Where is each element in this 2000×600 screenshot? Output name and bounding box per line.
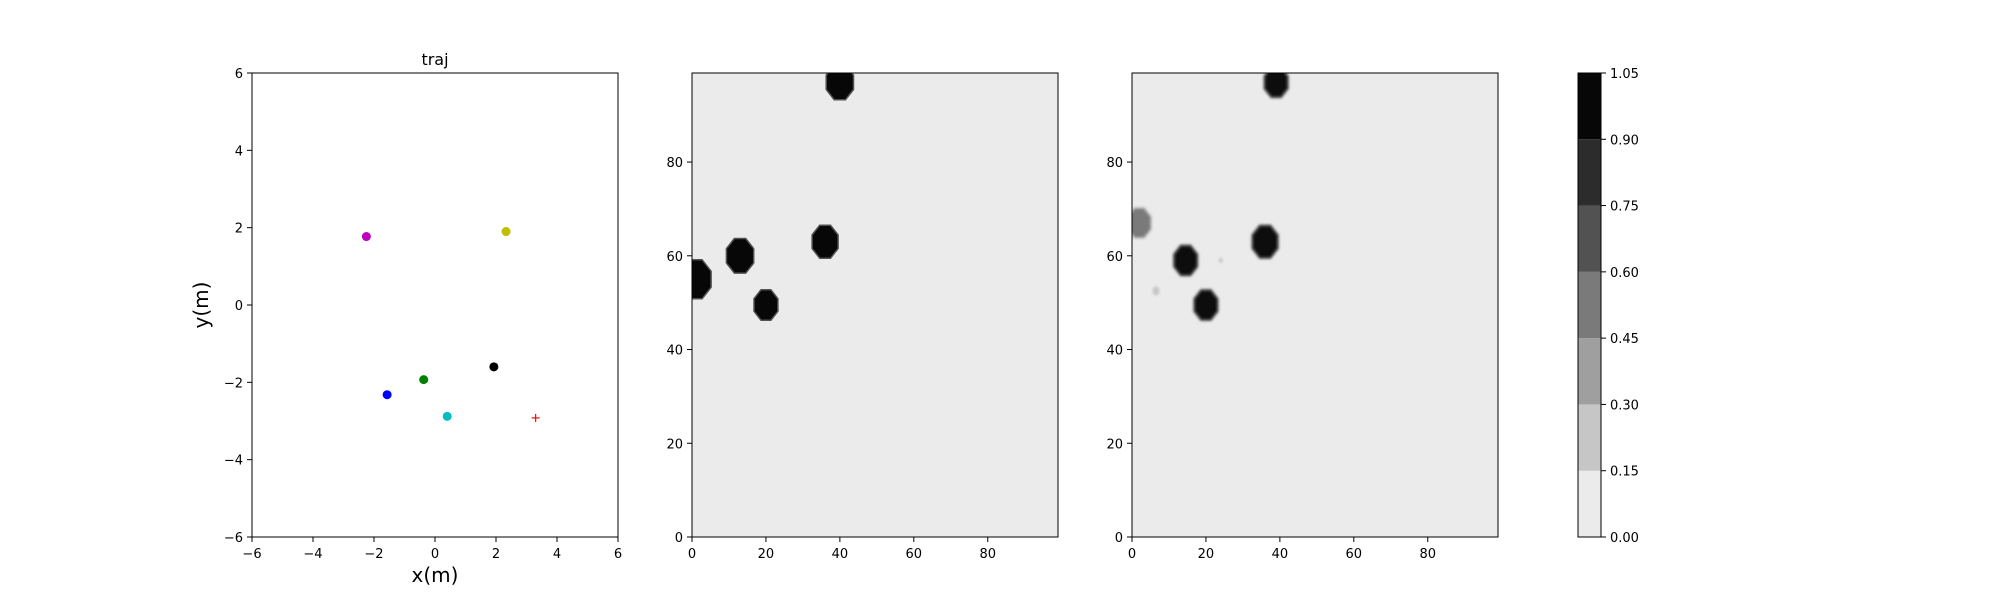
plot-frame bbox=[691, 72, 1059, 538]
y-axis: 0 20 40 60 80 bbox=[666, 156, 692, 546]
y-tick-label: 4 bbox=[235, 144, 243, 159]
obstacle-blobs bbox=[1132, 73, 1289, 321]
x-axis: 0 20 40 60 80 bbox=[688, 537, 996, 562]
agent-point bbox=[442, 411, 452, 421]
colorbar-ticks: 0.00 0.15 0.30 0.45 0.60 0.75 0.90 1.05 bbox=[1601, 67, 1639, 546]
x-tick-label: 0 bbox=[431, 547, 439, 562]
obstacle-blobs bbox=[692, 73, 855, 321]
x-tick-label: 40 bbox=[1272, 547, 1289, 562]
heatmap-background bbox=[1132, 73, 1498, 537]
colorbar-band bbox=[1578, 404, 1601, 471]
colorbar-band bbox=[1578, 205, 1601, 272]
agent-point bbox=[489, 362, 499, 372]
y-axis-label: y(m) bbox=[189, 282, 213, 329]
agent-point bbox=[361, 232, 371, 242]
y-tick-label: 60 bbox=[1106, 250, 1123, 265]
colorbar-tick-label: 0.75 bbox=[1610, 200, 1639, 215]
agent-point bbox=[382, 390, 392, 400]
y-tick-label: 40 bbox=[666, 344, 683, 359]
obstacle-blob bbox=[753, 289, 779, 321]
chart-title: traj bbox=[421, 50, 448, 69]
traj-scatter-panel: traj −6 −4 −2 0 2 4 6 −6 −4 −2 0 2 4 6 x(m) y(m) bbox=[189, 50, 622, 587]
goal-plus-marker bbox=[531, 413, 540, 422]
obstacle-blob bbox=[725, 237, 755, 274]
x-tick-label: 40 bbox=[832, 547, 849, 562]
colorbar-tick-label: 1.05 bbox=[1610, 67, 1639, 82]
obstacle-blob bbox=[825, 73, 855, 101]
y-tick-label: 6 bbox=[235, 67, 243, 82]
x-tick-label: 0 bbox=[688, 547, 696, 562]
colorbar-band bbox=[1578, 271, 1601, 339]
y-tick-label: 2 bbox=[235, 222, 243, 237]
y-tick-label: −6 bbox=[224, 531, 243, 546]
x-tick-label: −2 bbox=[364, 547, 383, 562]
y-axis: 0 20 40 60 80 bbox=[1106, 156, 1132, 546]
colorbar-band bbox=[1578, 338, 1601, 405]
obstacle-blob bbox=[1193, 289, 1219, 321]
y-tick-label: 60 bbox=[666, 250, 683, 265]
scatter-points bbox=[361, 227, 540, 422]
x-tick-label: 60 bbox=[1346, 547, 1363, 562]
x-axis: −6 −4 −2 0 2 4 6 bbox=[242, 537, 622, 562]
x-tick-label: 20 bbox=[758, 547, 775, 562]
x-tick-label: 4 bbox=[553, 547, 561, 562]
y-tick-label: 20 bbox=[666, 437, 683, 452]
x-tick-label: −6 bbox=[242, 547, 261, 562]
x-tick-label: 60 bbox=[906, 547, 923, 562]
obstacle-blob bbox=[692, 258, 712, 300]
y-tick-label: 40 bbox=[1106, 344, 1123, 359]
colorbar-band bbox=[1578, 470, 1601, 537]
colorbar-tick-label: 0.60 bbox=[1610, 266, 1639, 281]
agent-point bbox=[419, 375, 429, 385]
obstacle-blob bbox=[1251, 224, 1279, 259]
colorbar-tick-label: 0.15 bbox=[1610, 465, 1639, 480]
obstacle-blob bbox=[811, 224, 839, 259]
x-tick-label: 80 bbox=[1419, 547, 1436, 562]
obstacle-blob bbox=[1217, 256, 1225, 265]
plot-frame bbox=[1131, 72, 1499, 538]
colorbar-frame bbox=[1577, 72, 1602, 538]
obstacle-blob bbox=[1172, 244, 1199, 277]
y-tick-label: 80 bbox=[666, 156, 683, 171]
obstacle-blob bbox=[1151, 284, 1161, 297]
y-axis: −6 −4 −2 0 2 4 6 bbox=[224, 67, 252, 546]
x-tick-label: 6 bbox=[614, 547, 622, 562]
x-tick-label: −4 bbox=[303, 547, 322, 562]
x-tick-label: 80 bbox=[979, 547, 996, 562]
y-tick-label: 0 bbox=[1115, 531, 1123, 546]
grid-map-panel-1: 0 20 40 60 80 0 20 40 60 80 bbox=[666, 72, 1059, 562]
colorbar-tick-label: 0.00 bbox=[1610, 531, 1639, 546]
x-tick-label: 2 bbox=[492, 547, 500, 562]
heatmap-background bbox=[692, 73, 1058, 537]
colorbar-band bbox=[1578, 139, 1601, 206]
agent-point bbox=[501, 227, 511, 237]
x-axis-label: x(m) bbox=[412, 563, 459, 587]
y-tick-label: −4 bbox=[224, 454, 243, 469]
plot-area bbox=[251, 72, 619, 538]
x-tick-label: 0 bbox=[1128, 547, 1136, 562]
y-tick-label: 0 bbox=[675, 531, 683, 546]
x-axis: 0 20 40 60 80 bbox=[1128, 537, 1436, 562]
y-tick-label: −2 bbox=[224, 376, 243, 391]
obstacle-blob bbox=[1263, 73, 1289, 99]
colorbar-tick-label: 0.30 bbox=[1610, 398, 1639, 413]
grid-map-panel-2: 0 20 40 60 80 0 20 40 60 80 bbox=[1106, 72, 1499, 562]
colorbar-bands bbox=[1578, 73, 1601, 537]
colorbar-tick-label: 0.90 bbox=[1610, 133, 1639, 148]
y-tick-label: 20 bbox=[1106, 437, 1123, 452]
obstacle-blob bbox=[1132, 207, 1153, 239]
x-tick-label: 20 bbox=[1198, 547, 1215, 562]
colorbar-tick-label: 0.45 bbox=[1610, 332, 1639, 347]
colorbar: 0.00 0.15 0.30 0.45 0.60 0.75 0.90 1.05 bbox=[1577, 67, 1639, 546]
colorbar-band bbox=[1578, 73, 1601, 140]
y-tick-label: 0 bbox=[235, 299, 243, 314]
y-tick-label: 80 bbox=[1106, 156, 1123, 171]
